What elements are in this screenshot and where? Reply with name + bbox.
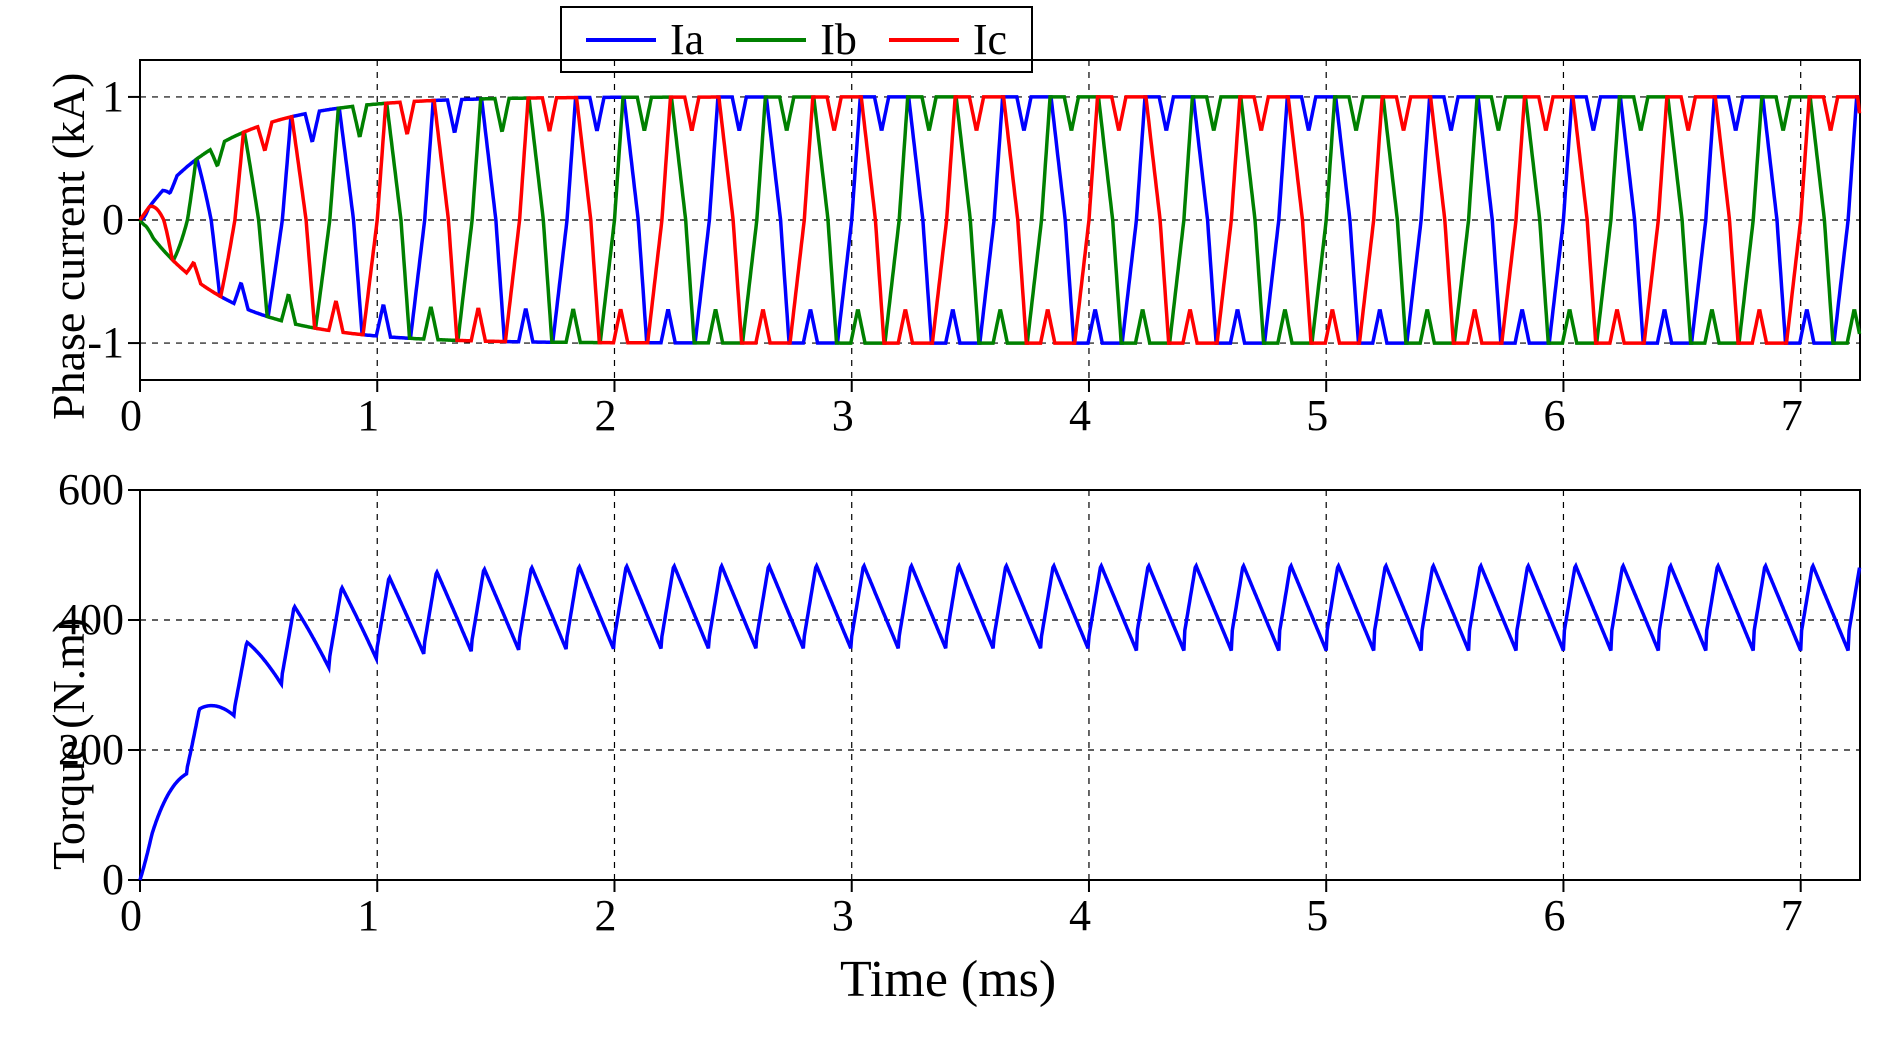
xtick: 2 [594, 890, 616, 941]
ytick: -1 [44, 317, 124, 368]
xtick: 2 [594, 390, 616, 441]
xtick: 4 [1069, 390, 1091, 441]
xtick: 5 [1306, 890, 1328, 941]
xtick: 3 [832, 890, 854, 941]
torque-chart [0, 0, 1902, 1037]
ytick: 600 [44, 464, 124, 515]
xtick: 4 [1069, 890, 1091, 941]
xtick: 3 [832, 390, 854, 441]
series-torque [140, 566, 1860, 880]
ytick: 400 [44, 594, 124, 645]
xtick: 1 [357, 890, 379, 941]
ytick: 0 [44, 194, 124, 245]
xtick: 1 [357, 390, 379, 441]
xtick: 6 [1543, 890, 1565, 941]
ytick: 200 [44, 724, 124, 775]
xtick: 0 [120, 890, 142, 941]
ytick: 1 [44, 71, 124, 122]
xtick: 6 [1543, 390, 1565, 441]
xtick: 7 [1781, 390, 1803, 441]
xtick: 0 [120, 390, 142, 441]
ytick: 0 [44, 854, 124, 905]
xtick: 7 [1781, 890, 1803, 941]
xtick: 5 [1306, 390, 1328, 441]
